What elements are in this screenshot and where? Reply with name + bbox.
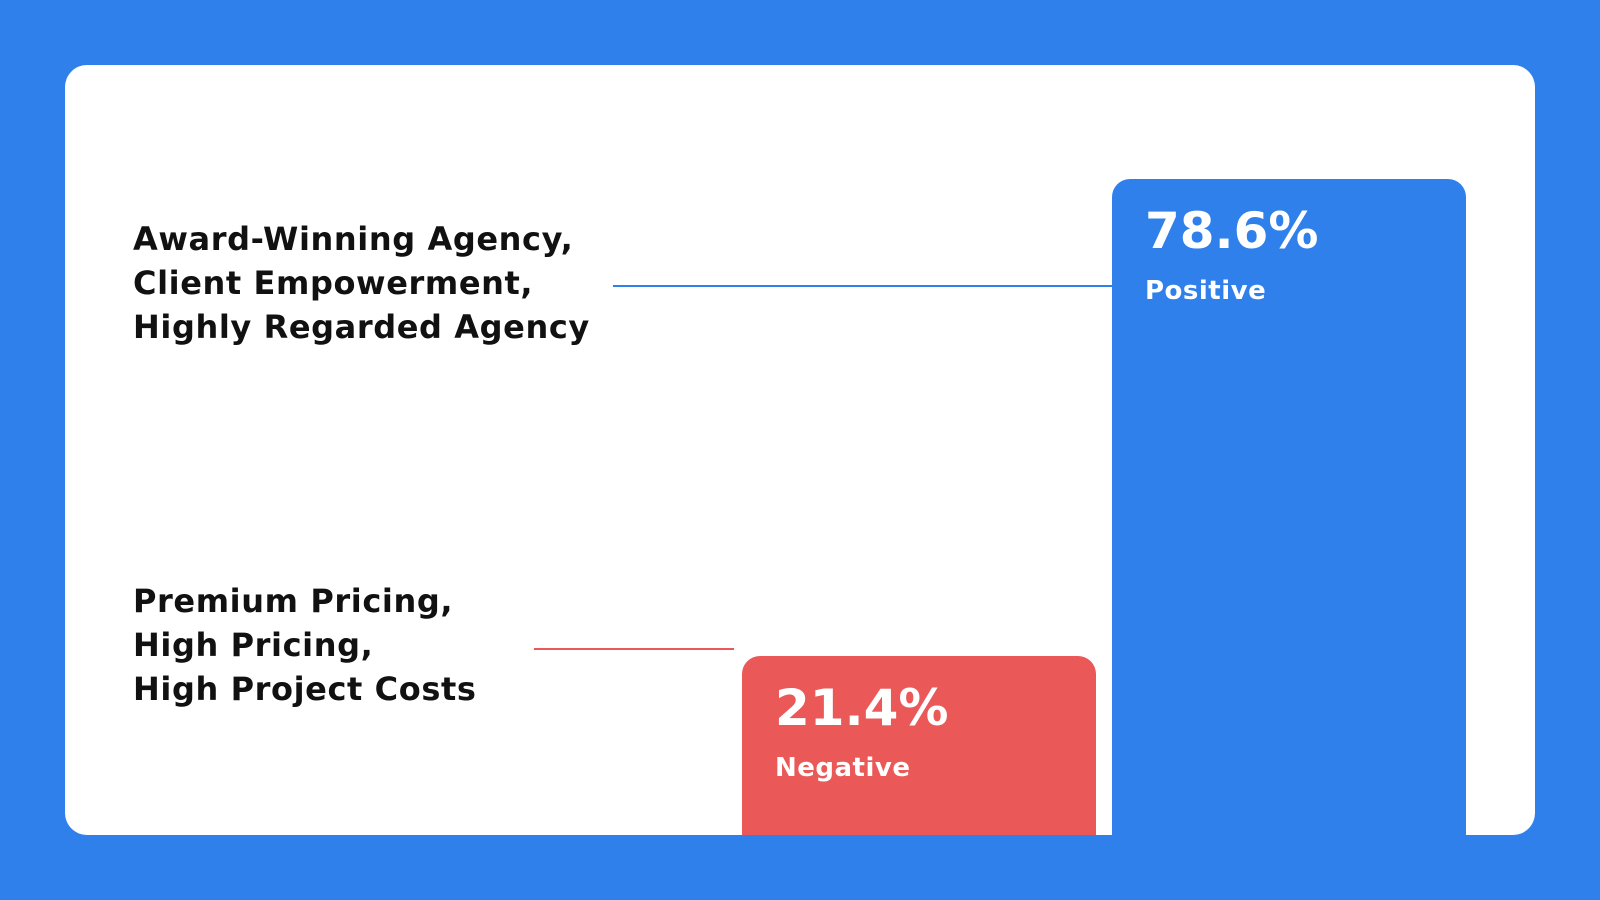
- positive-themes-text: Award-Winning Agency, Client Empowerment…: [133, 217, 590, 349]
- negative-theme-2: High Pricing,: [133, 626, 374, 664]
- negative-category-label: Negative: [775, 753, 911, 783]
- positive-bar: 78.6% Positive: [1112, 179, 1466, 835]
- negative-theme-1: Premium Pricing,: [133, 582, 454, 620]
- positive-connector-line: [613, 285, 1113, 287]
- positive-theme-1: Award-Winning Agency,: [133, 220, 574, 258]
- positive-value-label: 78.6%: [1145, 202, 1319, 260]
- positive-category-label: Positive: [1145, 276, 1267, 306]
- negative-themes-text: Premium Pricing, High Pricing, High Proj…: [133, 579, 477, 711]
- negative-bar: 21.4% Negative: [742, 656, 1096, 835]
- positive-theme-2: Client Empowerment,: [133, 264, 534, 302]
- negative-connector-line: [534, 648, 734, 650]
- positive-theme-3: Highly Regarded Agency: [133, 308, 590, 346]
- negative-value-label: 21.4%: [775, 679, 949, 737]
- chart-card: Award-Winning Agency, Client Empowerment…: [65, 65, 1535, 835]
- negative-theme-3: High Project Costs: [133, 670, 477, 708]
